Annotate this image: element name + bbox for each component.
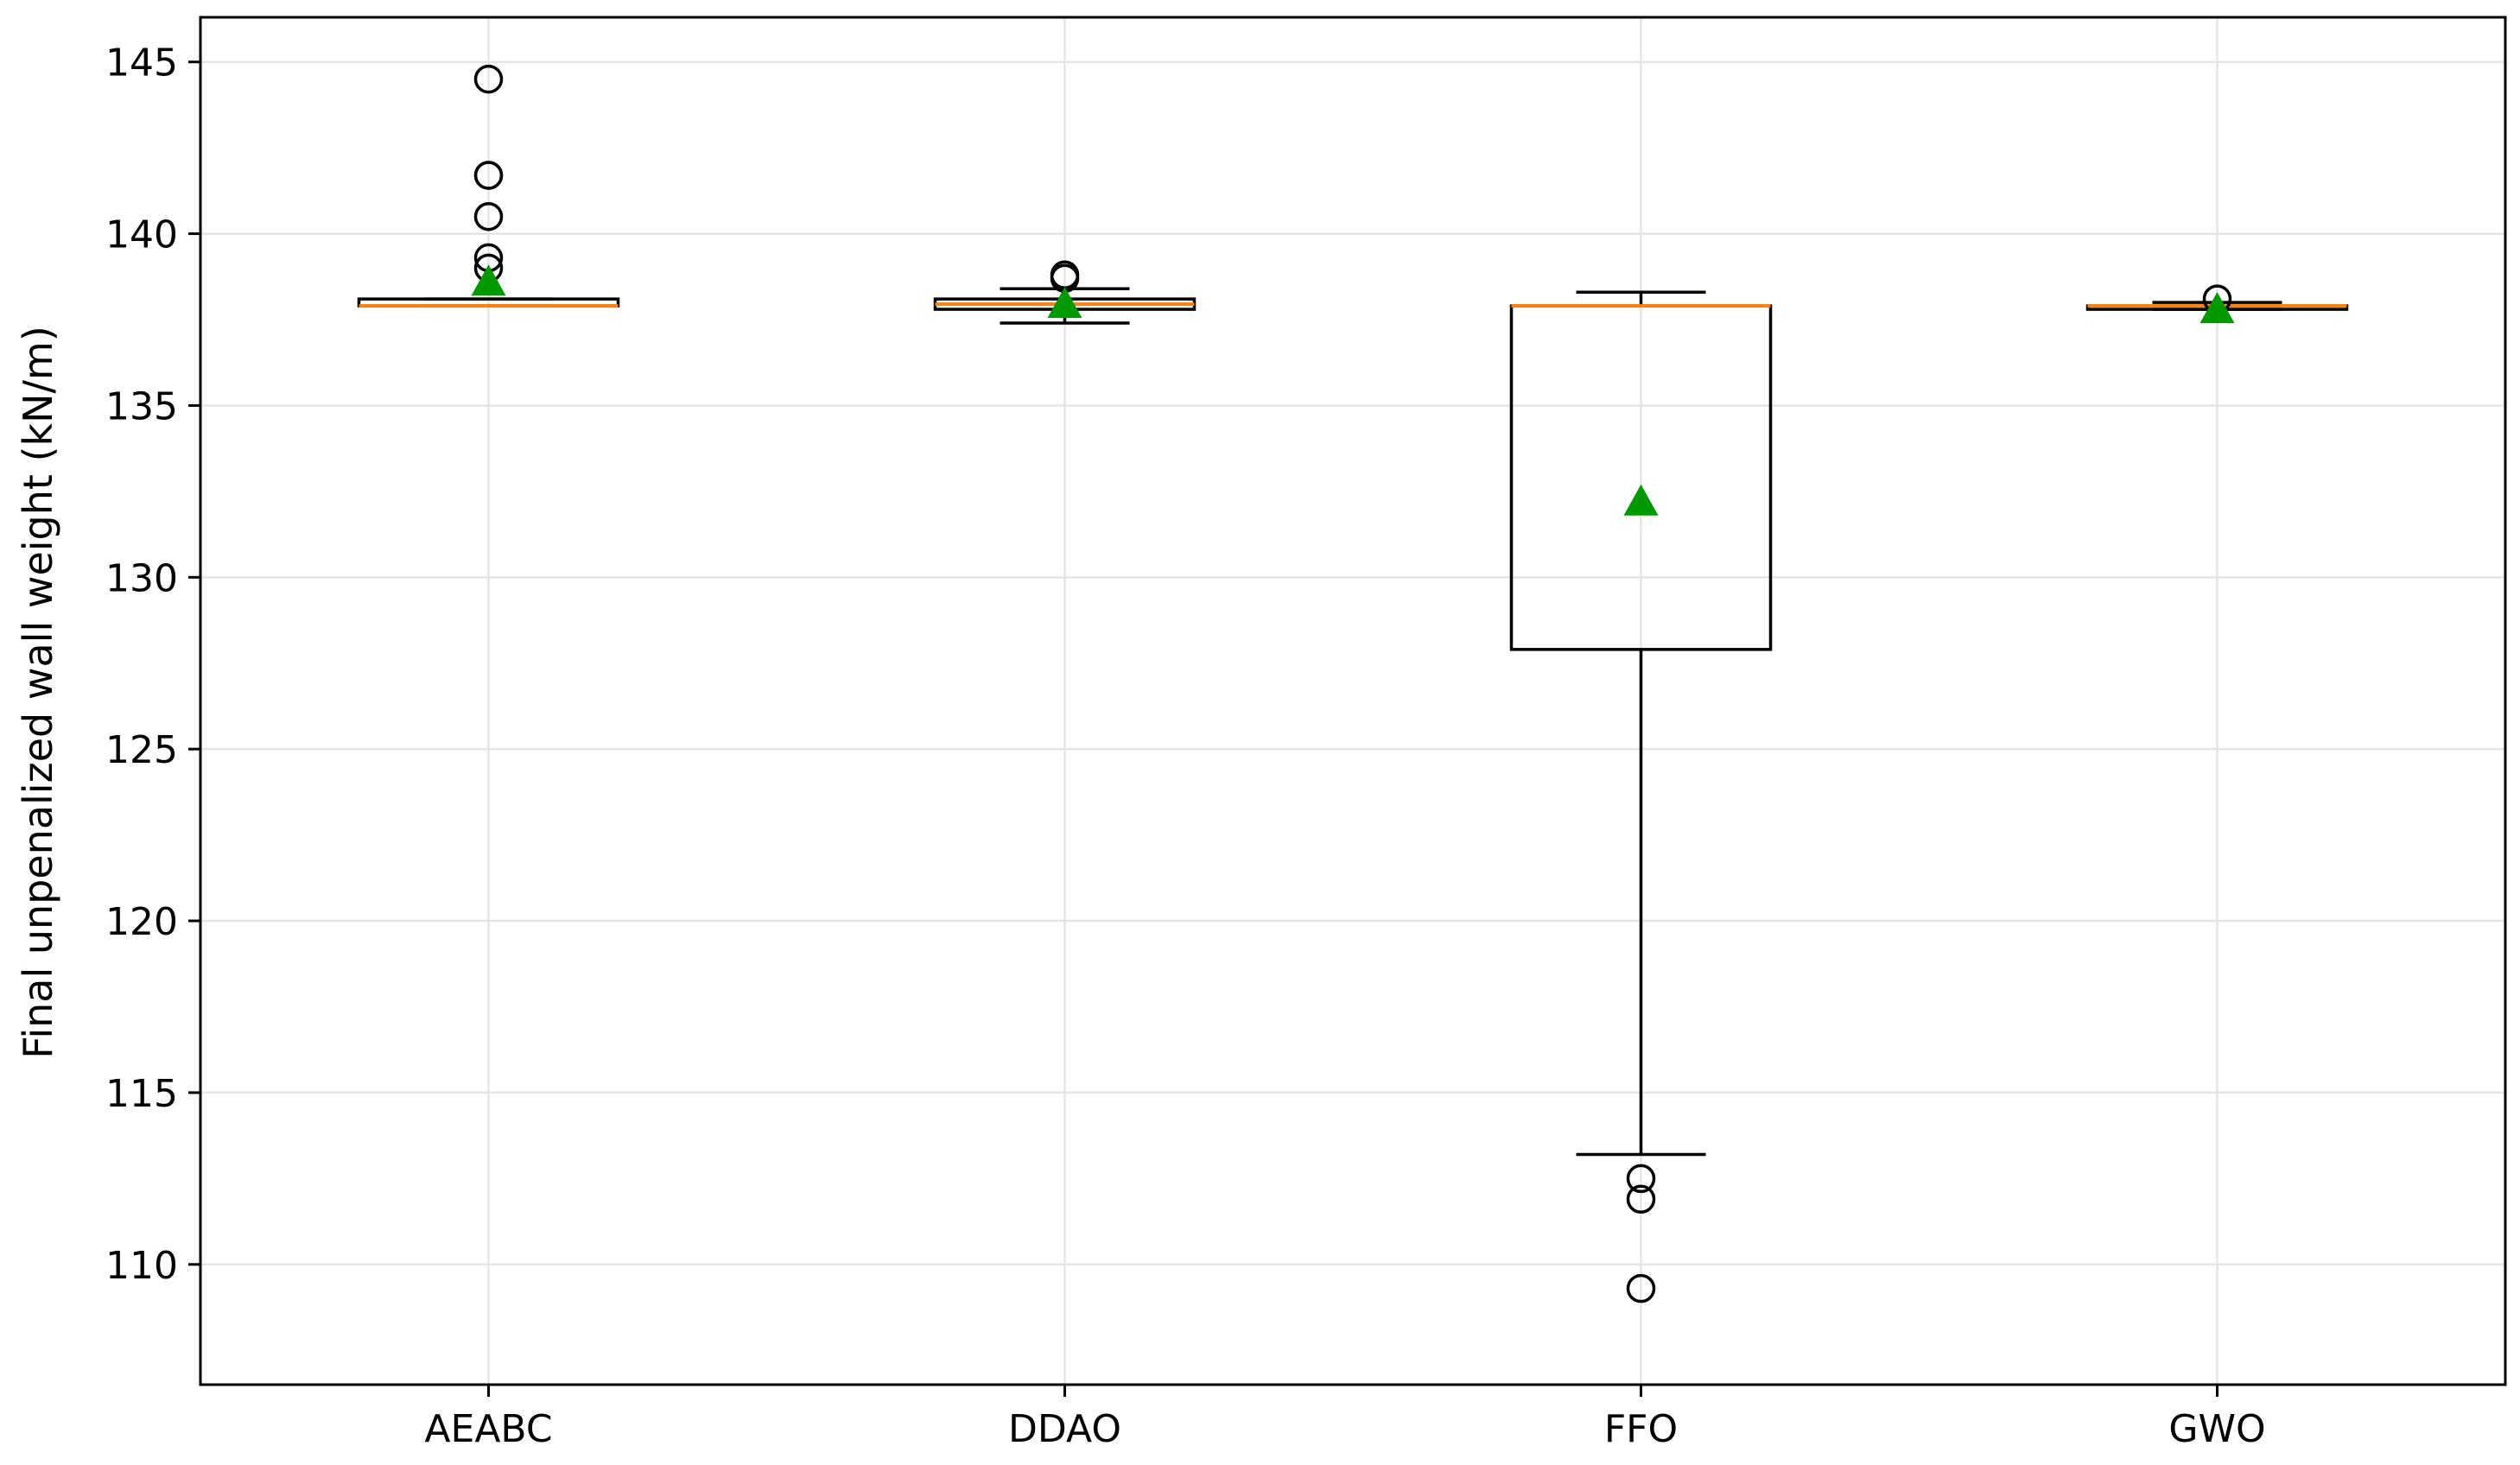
box-group-ddao	[933, 260, 1197, 325]
plot-area-frame	[199, 16, 2507, 1386]
outlier-point	[1626, 1184, 1656, 1214]
box-group-ffo	[1509, 290, 1773, 1303]
mean-marker	[1047, 287, 1082, 319]
x-tick-label: FFO	[1604, 1407, 1678, 1451]
y-tick-label: 120	[105, 900, 178, 944]
y-tick-label: 145	[105, 41, 178, 86]
y-axis-ticks: 110 115 120 125 130 135 140 145	[105, 41, 200, 1288]
outlier-point	[1626, 1164, 1656, 1194]
mean-marker	[2199, 292, 2235, 324]
box-group-aeabc	[357, 64, 620, 308]
mean-marker	[471, 264, 506, 296]
y-axis-label: Final unpenalized wall weight (kN/m)	[15, 326, 61, 1059]
y-tick-label: 125	[105, 728, 178, 772]
y-tick-label: 115	[105, 1072, 178, 1116]
x-tick-label: GWO	[2168, 1407, 2265, 1451]
outlier-point	[1626, 1273, 1656, 1303]
y-tick-label: 130	[105, 556, 178, 600]
grid-lines	[200, 17, 2505, 1385]
outlier-point	[473, 64, 504, 94]
x-axis-ticks: AEABC DDAO FFO GWO	[424, 1385, 2266, 1451]
box-group-gwo	[2085, 284, 2349, 324]
y-tick-label: 140	[105, 213, 178, 257]
mean-marker	[1623, 484, 1659, 516]
x-tick-label: AEABC	[424, 1407, 552, 1451]
x-tick-label: DDAO	[1008, 1407, 1121, 1451]
outlier-point	[473, 201, 504, 231]
y-tick-label: 135	[105, 384, 178, 428]
boxes	[357, 64, 2349, 1303]
y-tick-label: 110	[105, 1244, 178, 1288]
outlier-point	[473, 161, 504, 190]
